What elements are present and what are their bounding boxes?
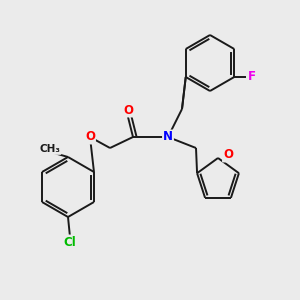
Text: F: F [248,70,256,83]
Text: O: O [223,148,233,161]
Text: O: O [123,103,133,116]
Text: CH₃: CH₃ [40,144,61,154]
Text: Cl: Cl [64,236,76,248]
Text: O: O [85,130,95,143]
Text: N: N [163,130,173,143]
